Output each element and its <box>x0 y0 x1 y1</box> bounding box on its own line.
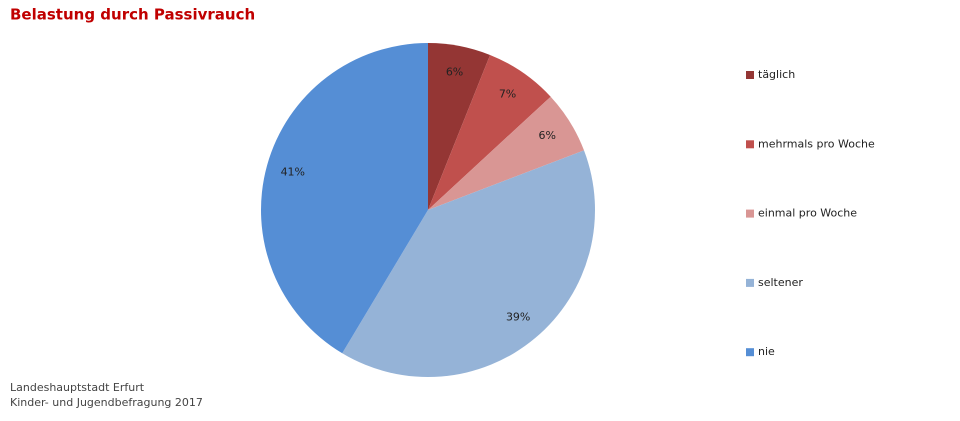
source-note: Landeshauptstadt Erfurt <box>10 381 145 394</box>
legend-label: mehrmals pro Woche <box>758 137 875 150</box>
data-label: 41% <box>281 166 305 179</box>
legend-label: seltener <box>758 276 803 289</box>
pie-slice <box>260 42 428 354</box>
chart-title: Belastung durch Passivrauch <box>10 6 255 24</box>
legend-swatch <box>746 278 754 287</box>
data-label: 6% <box>446 65 463 78</box>
pie-slice <box>428 54 551 210</box>
legend-swatch <box>746 71 754 79</box>
data-label: 6% <box>538 129 555 142</box>
pie-slice <box>428 43 491 210</box>
legend-label: täglich <box>758 68 795 81</box>
pie-slice <box>342 150 595 377</box>
legend-label: einmal pro Woche <box>758 207 857 220</box>
legend-swatch <box>746 348 754 357</box>
legend-swatch <box>746 140 754 149</box>
pie-slice <box>428 96 585 210</box>
data-label: 7% <box>499 87 516 100</box>
data-label: 39% <box>506 310 530 323</box>
source-note: Kinder- und Jugendbefragung 2017 <box>10 396 203 409</box>
legend-label: nie <box>758 345 775 358</box>
legend-swatch <box>746 209 754 218</box>
